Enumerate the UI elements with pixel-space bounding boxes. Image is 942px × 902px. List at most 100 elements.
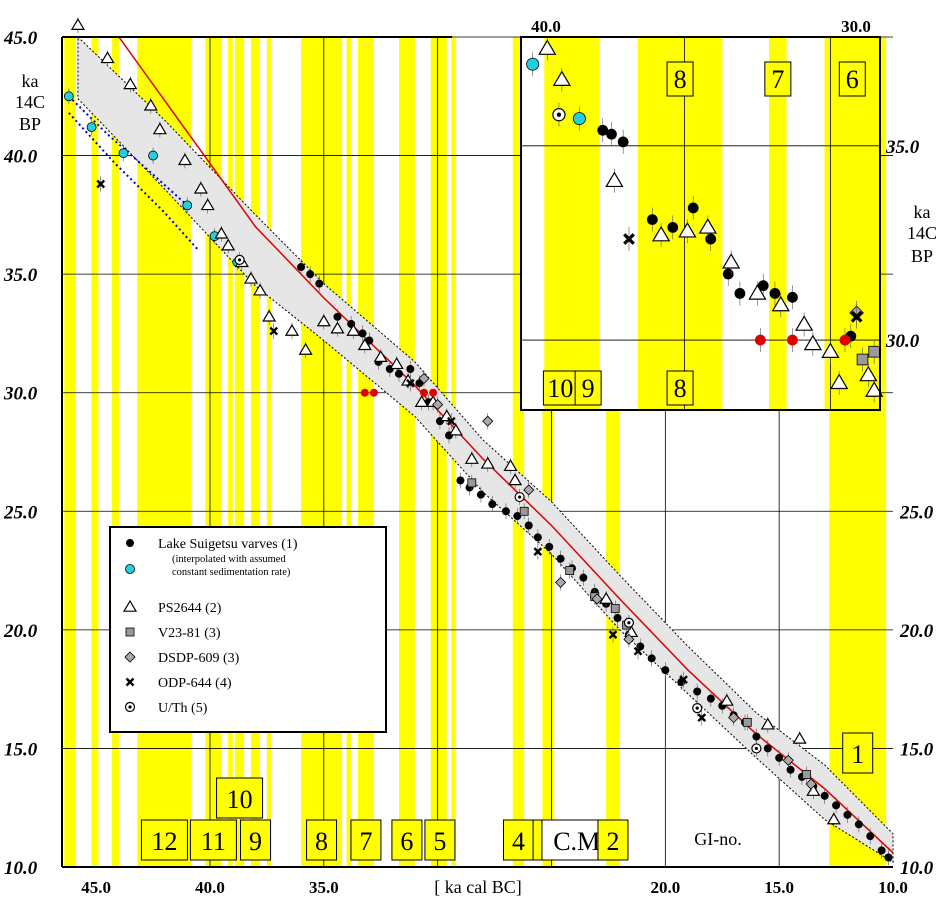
x-axis-label: [ ka cal BC] — [434, 877, 521, 897]
data-point — [482, 415, 494, 427]
inset-gi-box — [574, 370, 602, 406]
gi-box-label: 4 — [512, 827, 525, 856]
inset-y-axis-label: ka — [914, 202, 931, 222]
inset-x-tick-label: 30.0 — [841, 17, 871, 36]
x-tick-label: 40.0 — [195, 878, 225, 897]
legend-marker — [125, 564, 135, 574]
inset-data-point — [705, 233, 717, 245]
inset-gi-box — [666, 61, 694, 97]
y-tick-label: 20.0 — [899, 621, 934, 642]
inset-data-point — [651, 225, 671, 242]
data-point — [357, 338, 372, 351]
data-point — [518, 495, 522, 499]
inset-gi-box — [666, 370, 694, 406]
inset-data-point — [803, 334, 823, 351]
data-point — [476, 490, 485, 499]
y-tick-label: 10.0 — [900, 858, 934, 879]
inset-gi-label: 7 — [771, 65, 784, 94]
x-tick-label: 35.0 — [309, 878, 339, 897]
data-point — [519, 506, 529, 516]
inset-data-point — [868, 345, 880, 358]
data-point — [148, 150, 158, 161]
gi-box-label: 7 — [359, 827, 372, 856]
inset-gi-band — [769, 37, 787, 410]
inset-gi-label: 6 — [846, 65, 859, 94]
data-point — [358, 329, 367, 338]
data-point — [661, 666, 670, 675]
data-point — [608, 630, 618, 639]
gi-box-label: 8 — [315, 827, 328, 856]
data-point — [262, 309, 277, 322]
data-points — [63, 17, 893, 866]
gi-band — [346, 37, 352, 867]
data-point — [556, 554, 565, 563]
legend-label: constant sedimentation rate) — [172, 567, 291, 578]
data-point — [269, 326, 279, 336]
gi-band — [301, 37, 343, 867]
gi-box-label: 9 — [249, 827, 262, 856]
gi-box — [240, 819, 272, 861]
data-point — [565, 566, 575, 575]
data-point — [86, 122, 97, 133]
data-point — [623, 633, 635, 645]
data-point — [118, 148, 129, 159]
data-point — [591, 593, 603, 605]
inset-data-point — [829, 373, 849, 390]
data-point — [508, 473, 523, 486]
y-tick-label: 20.0 — [3, 621, 38, 642]
inset-x-tick-label: 40.0 — [531, 17, 561, 36]
data-point — [100, 51, 115, 64]
data-point — [346, 323, 361, 336]
y-tick-label: 10.0 — [4, 858, 38, 879]
gi-band — [357, 37, 374, 867]
legend: Lake Suigetsu varves (1) (interpolated wi… — [109, 526, 387, 733]
data-point — [298, 342, 313, 355]
data-point — [760, 717, 775, 730]
data-point — [193, 181, 208, 194]
inset-data-point — [617, 136, 629, 148]
gi-box — [842, 732, 874, 774]
gi-box — [216, 777, 264, 819]
data-point — [503, 459, 518, 472]
data-point — [330, 321, 345, 334]
legend-label: U/Th (5) — [158, 701, 208, 716]
legend-marker — [125, 677, 135, 687]
inset-data-point — [552, 70, 572, 87]
inset-data-point — [787, 334, 798, 346]
inset-data-point — [722, 268, 734, 280]
data-point — [679, 675, 688, 685]
data-point — [405, 378, 415, 388]
inset-data-point — [526, 57, 540, 71]
data-point — [488, 500, 497, 509]
data-point — [647, 654, 656, 663]
gi-band — [228, 37, 233, 867]
data-point — [775, 753, 784, 762]
data-point — [316, 314, 331, 327]
legend-marker — [122, 599, 138, 612]
data-point — [446, 416, 456, 426]
y-axis-label: ka — [22, 71, 39, 91]
inset-data-point — [787, 291, 798, 303]
data-point — [786, 765, 795, 774]
legend-label: PS2644 (2) — [158, 601, 222, 616]
y-tick-label: 45.0 — [3, 28, 38, 49]
data-point — [406, 365, 415, 373]
data-point — [394, 369, 403, 378]
data-point — [866, 832, 875, 841]
inset-data-point — [606, 128, 617, 140]
inset-gi-band — [544, 37, 577, 410]
data-point — [464, 451, 479, 464]
inset-y-tick-label: 30.0 — [885, 331, 920, 352]
inset-data-point — [748, 284, 767, 300]
gi-bands — [64, 37, 887, 867]
inset-data-point — [754, 334, 766, 346]
inset-y-axis-label: BP — [911, 246, 933, 266]
data-point — [253, 283, 268, 296]
gi-box-label: 5 — [433, 827, 446, 856]
data-point — [143, 98, 158, 111]
inset-data-point — [839, 334, 851, 346]
gi-band — [169, 37, 176, 867]
data-point — [782, 754, 794, 766]
data-point-red — [419, 388, 428, 397]
